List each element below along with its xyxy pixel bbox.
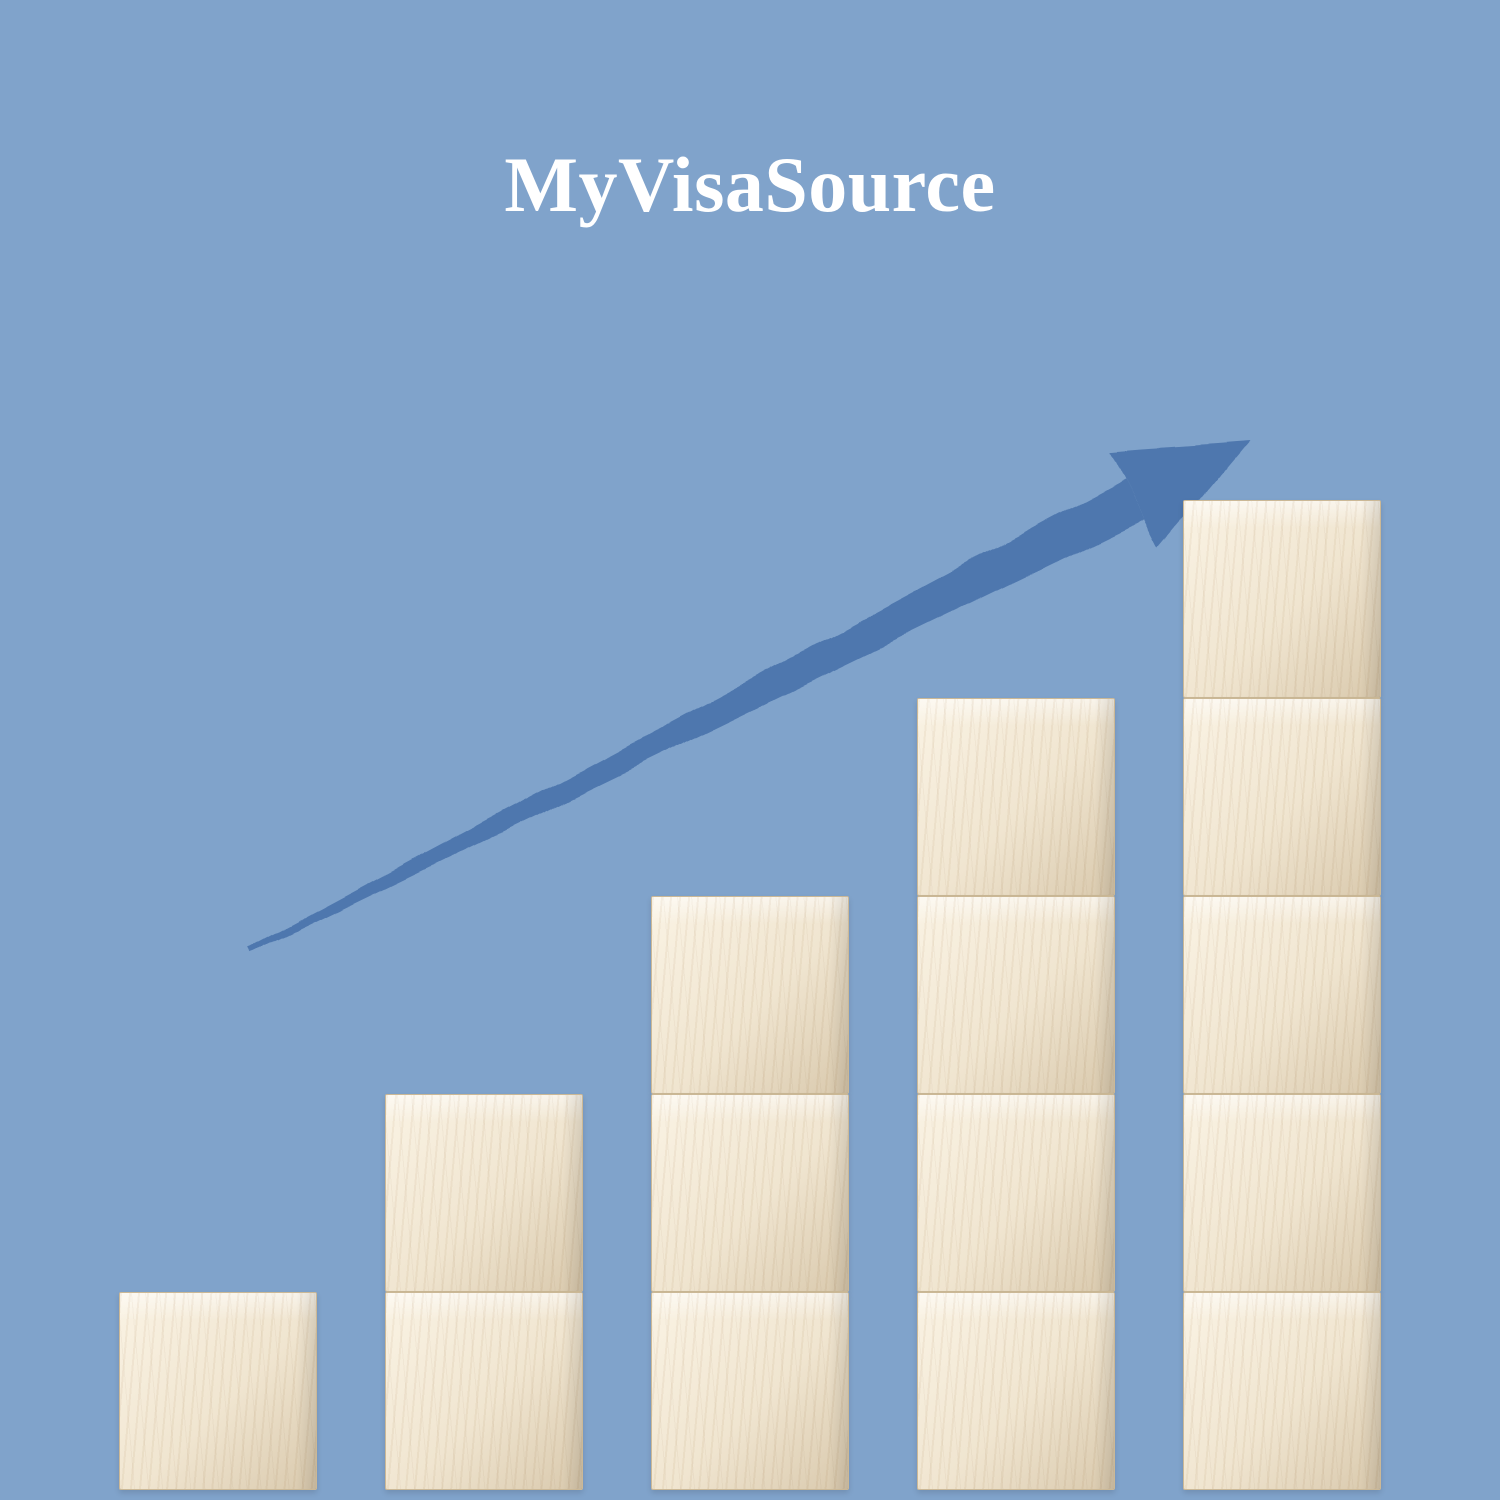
wood-block: [651, 1094, 849, 1292]
bar-column: [917, 698, 1115, 1490]
wood-block: [917, 1292, 1115, 1490]
wood-block: [385, 1292, 583, 1490]
wood-block: [385, 1094, 583, 1292]
wood-block: [119, 1292, 317, 1490]
wood-block: [917, 698, 1115, 896]
wood-block: [1183, 698, 1381, 896]
wood-block: [917, 896, 1115, 1094]
bar-column: [119, 1292, 317, 1490]
block-bar-chart: [0, 500, 1500, 1500]
bar-column: [385, 1094, 583, 1490]
wood-block: [1183, 896, 1381, 1094]
wood-block: [651, 896, 849, 1094]
wood-block: [651, 1292, 849, 1490]
wood-block: [1183, 500, 1381, 698]
bar-column: [1183, 500, 1381, 1490]
infographic-canvas: MyVisaSource: [0, 0, 1500, 1500]
wood-block: [917, 1094, 1115, 1292]
bar-column: [651, 896, 849, 1490]
wood-block: [1183, 1094, 1381, 1292]
wood-block: [1183, 1292, 1381, 1490]
